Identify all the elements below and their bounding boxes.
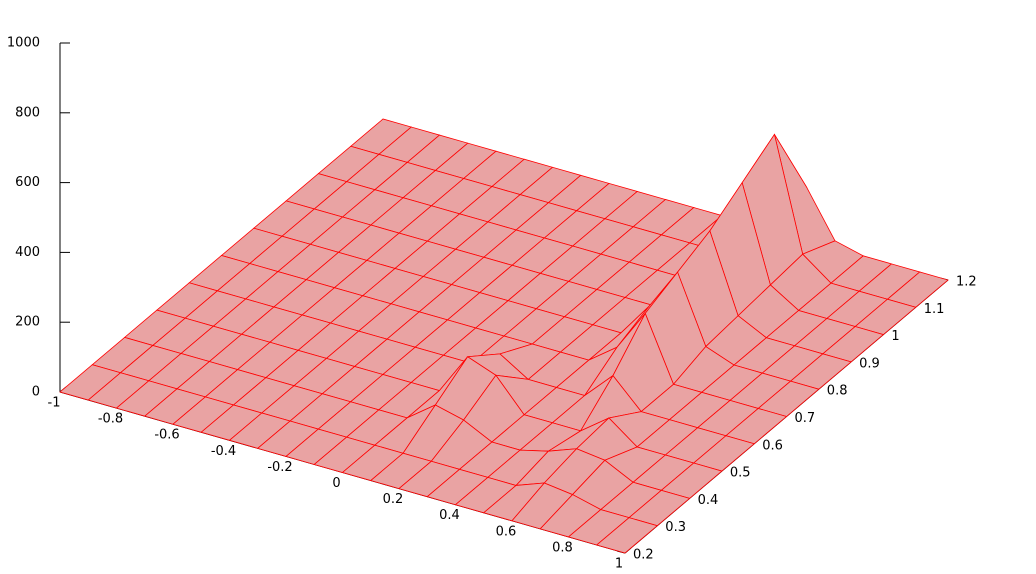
y-tick-label: 0.6 — [762, 438, 783, 453]
y-tick-label: 1.2 — [956, 275, 977, 290]
y-tick-label: 0.3 — [665, 520, 686, 535]
x-tick-label: 1 — [615, 557, 623, 572]
x-tick-label: -0.2 — [267, 460, 292, 475]
x-tick-label: 0 — [332, 476, 340, 491]
y-tick-label: 1.1 — [924, 302, 945, 317]
z-tick-label: 1000 — [7, 36, 40, 51]
x-tick-label: 0.4 — [439, 508, 460, 523]
z-tick-label: 200 — [15, 315, 40, 330]
surface-cell — [595, 517, 659, 554]
y-tick-label: 1 — [891, 329, 899, 344]
x-tick-label: 0.2 — [383, 492, 404, 507]
y-tick-label: 0.7 — [795, 411, 816, 426]
y-tick-label: 0.5 — [730, 466, 751, 481]
z-tick-label: 600 — [15, 175, 40, 190]
x-tick-label: 0.8 — [552, 540, 573, 555]
x-tick-label: 0.6 — [496, 524, 517, 539]
y-tick-label: 0.2 — [633, 548, 654, 563]
y-tick-label: 0.4 — [698, 493, 719, 508]
x-tick-label: -0.4 — [211, 444, 236, 459]
x-tick-label: -0.8 — [98, 412, 123, 427]
z-tick-label: 0 — [32, 385, 40, 400]
x-tick-label: -1 — [48, 396, 61, 411]
y-tick-label: 0.8 — [827, 384, 848, 399]
z-tick-label: 400 — [15, 245, 40, 260]
y-tick-label: 0.9 — [859, 356, 880, 371]
z-tick-label: 800 — [15, 105, 40, 120]
x-tick-label: -0.6 — [154, 428, 179, 443]
